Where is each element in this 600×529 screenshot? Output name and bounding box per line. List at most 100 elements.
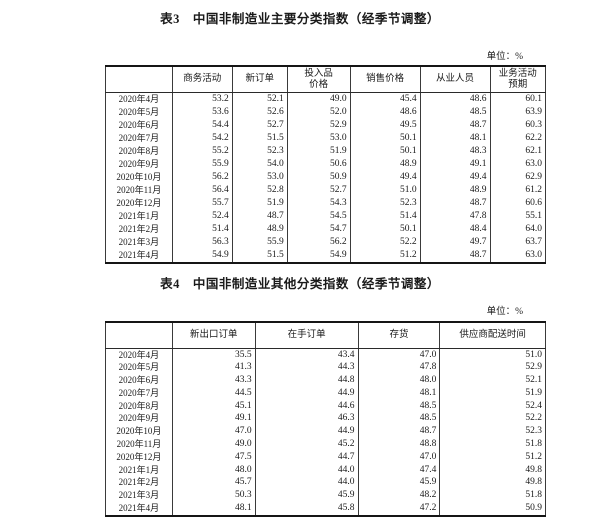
value-cell: 50.1 [349,132,421,145]
value-cell: 52.2 [349,236,421,249]
value-cell: 60.6 [489,197,546,210]
value-cell: 48.1 [357,386,440,400]
row-label: 2020年11月 [116,439,162,450]
value-cell: 63.7 [489,236,546,249]
value-cell: 51.4 [171,223,233,236]
value-cell: 60.3 [489,119,546,132]
table-row: 2020年12月 47.5 44.7 47.0 51.2 [106,450,546,464]
value-cell: 54.5 [286,210,351,223]
value-cell: 45.7 [171,476,256,490]
row-label: 2020年9月 [118,413,160,424]
value-cell: 49.4 [419,171,491,184]
value-cell: 50.1 [349,223,421,236]
table4-unit-label: 单位：% [486,307,523,317]
row-label: 2021年2月 [118,477,160,488]
value-cell: 48.7 [419,119,491,132]
table-row: 2020年8月 55.2 52.3 51.9 50.1 48.3 62.1 [106,145,546,158]
table-row: 2020年10月 56.2 53.0 50.9 49.4 49.4 62.9 [106,171,546,184]
value-cell: 52.1 [439,374,546,387]
value-cell: 62.2 [489,132,546,145]
value-cell: 54.0 [231,158,288,171]
column-header: 商务活动 [171,66,233,93]
value-cell: 49.0 [171,438,256,451]
value-cell: 49.0 [286,92,351,106]
table-row: 2020年11月 49.0 45.2 48.8 51.8 [106,438,546,451]
row-label: 2020年10月 [116,172,162,182]
value-cell: 45.8 [254,502,359,516]
value-cell: 54.9 [171,249,233,263]
value-cell: 54.4 [171,119,233,132]
corner-cell [105,322,173,349]
table-row: 2020年9月 49.1 46.3 48.5 52.2 [106,412,546,426]
header-row: 商务活动 新订单 投入品 价格 销售价格 从业人员 业务活动 预期 [105,66,546,93]
value-cell: 52.6 [231,106,288,119]
value-cell: 49.8 [439,463,546,477]
value-cell: 56.2 [286,236,351,249]
value-cell: 47.8 [357,361,440,375]
row-label: 2021年4月 [118,503,160,514]
row-label: 2020年10月 [116,426,162,437]
row-label: 2021年1月 [118,211,160,221]
value-cell: 51.0 [439,348,546,362]
value-cell: 61.2 [489,184,546,197]
header-row: 新出口订单 在手订单 存货 供应商配送时间 [105,322,546,349]
value-cell: 51.9 [231,197,288,210]
table-row: 2020年5月 41.3 44.3 47.8 52.9 [106,361,546,375]
value-cell: 64.0 [489,223,546,236]
table-row: 2021年3月 56.3 55.9 56.2 52.2 49.7 63.7 [106,236,546,249]
table-row: 2020年9月 55.9 54.0 50.6 48.9 49.1 63.0 [106,158,546,171]
value-cell: 53.0 [231,171,288,184]
value-cell: 51.2 [349,249,421,263]
table3-title: 表3 中国非制造业主要分类指数（经季节调整） [160,12,440,26]
value-cell: 52.4 [171,210,233,223]
value-cell: 51.8 [439,489,546,503]
value-cell: 48.2 [357,489,440,503]
row-label: 2021年2月 [118,224,160,234]
row-label: 2020年11月 [116,185,162,195]
value-cell: 48.7 [357,425,440,439]
row-label: 2020年6月 [118,120,160,130]
value-cell: 63.9 [489,106,546,119]
value-cell: 44.0 [254,476,359,490]
row-label: 2020年12月 [116,451,162,462]
value-cell: 60.1 [489,92,546,106]
value-cell: 44.8 [254,374,359,387]
table-row: 2020年7月 44.5 44.9 48.1 51.9 [106,386,546,400]
table-row: 2021年3月 50.3 45.9 48.2 51.8 [106,489,546,503]
value-cell: 47.5 [171,450,256,464]
value-cell: 45.1 [171,399,256,413]
row-label: 2020年8月 [118,400,160,411]
value-cell: 51.0 [349,184,421,197]
value-cell: 48.7 [419,249,491,263]
table3-unit-label: 单位：% [486,52,523,62]
value-cell: 44.9 [254,425,359,439]
value-cell: 44.3 [254,361,359,375]
value-cell: 44.6 [254,399,359,413]
table-row: 2021年4月 48.1 45.8 47.2 50.9 [106,502,546,516]
row-label: 2020年5月 [118,362,160,373]
value-cell: 46.3 [254,412,359,426]
value-cell: 52.7 [286,184,351,197]
value-cell: 47.0 [357,450,440,464]
row-label: 2021年4月 [118,250,160,260]
value-cell: 50.1 [349,145,421,158]
value-cell: 51.8 [439,438,546,451]
value-cell: 49.8 [439,476,546,490]
table-row: 2020年4月 35.5 43.4 47.0 51.0 [106,348,546,362]
row-label: 2020年8月 [118,146,160,156]
column-header: 从业人员 [419,66,491,93]
value-cell: 63.0 [489,158,546,171]
value-cell: 52.2 [439,412,546,426]
value-cell: 47.8 [419,210,491,223]
table-row: 2020年6月 43.3 44.8 48.0 52.1 [106,374,546,387]
value-cell: 47.4 [357,463,440,477]
row-label: 2020年12月 [116,198,162,208]
value-cell: 48.9 [349,158,421,171]
table-row: 2020年7月 54.2 51.5 53.0 50.1 48.1 62.2 [106,132,546,145]
value-cell: 44.5 [171,386,256,400]
column-header: 销售价格 [349,66,421,93]
value-cell: 43.3 [171,374,256,387]
corner-cell [105,66,173,93]
row-label: 2020年5月 [118,107,160,117]
value-cell: 56.4 [171,184,233,197]
